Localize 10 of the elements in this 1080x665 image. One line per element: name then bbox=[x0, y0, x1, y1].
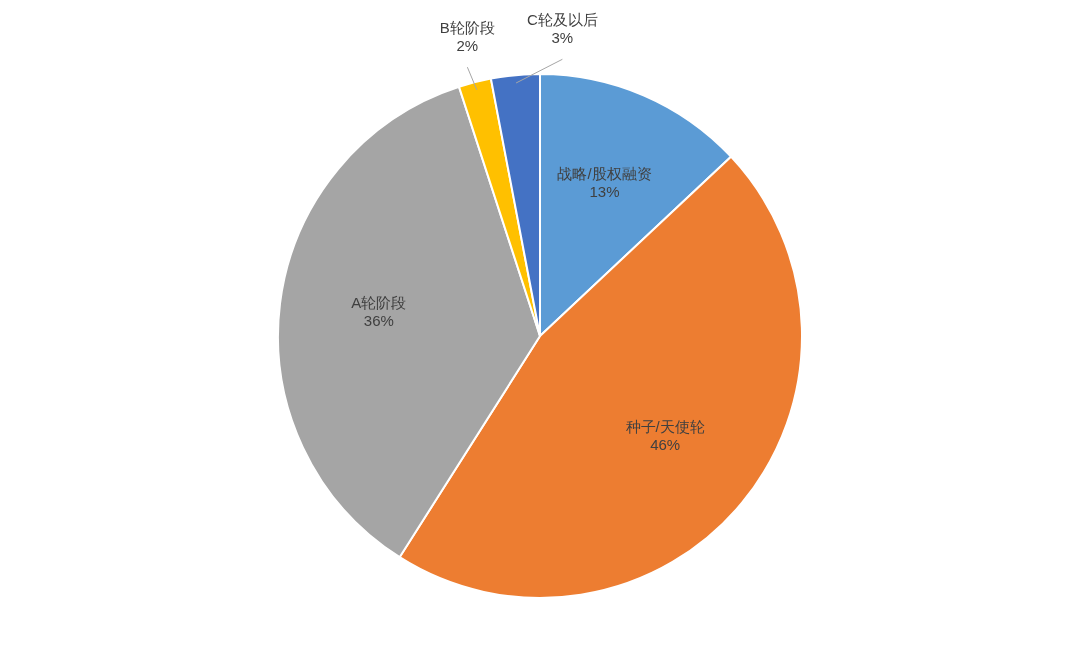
slice-label: C轮及以后 bbox=[526, 11, 598, 29]
data-label: 36% bbox=[363, 311, 394, 329]
slice-label: 种子/天使轮 bbox=[625, 417, 705, 435]
data-label: 46% bbox=[650, 435, 681, 453]
slice-label: 战略/股权融资 bbox=[557, 164, 652, 182]
slice-label: A轮阶段 bbox=[351, 293, 407, 311]
data-label: 13% bbox=[589, 182, 620, 200]
data-label: 2% bbox=[456, 37, 479, 55]
data-label: 3% bbox=[551, 29, 574, 47]
slice-label: B轮阶段 bbox=[439, 19, 495, 37]
